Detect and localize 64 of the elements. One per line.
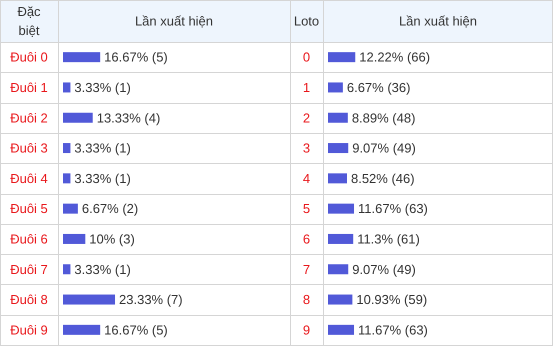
y-tick-label: 2 — [302, 110, 310, 126]
data-label: 16.67% (5) — [104, 50, 168, 65]
x-axis-title: Lần xuất hiện — [134, 14, 214, 28]
bar — [63, 204, 78, 214]
data-label: 3.33% (1) — [74, 262, 131, 277]
bar — [328, 82, 343, 92]
bar — [328, 294, 352, 305]
data-label: 8.89% (48) — [352, 110, 416, 126]
bar — [328, 324, 354, 335]
bar — [63, 294, 116, 305]
y-tick-label: Đuôi 7 — [10, 262, 48, 277]
bar — [63, 82, 70, 92]
data-label: 11.67% (63) — [358, 322, 428, 338]
y-tick-label: Đuôi 8 — [10, 292, 48, 308]
data-label: 9.07% (49) — [352, 262, 416, 277]
data-label: 8.52% (46) — [351, 170, 415, 186]
bar — [328, 264, 348, 274]
data-label: 23.33% (7) — [119, 292, 183, 308]
data-label: 12.22% (66) — [359, 50, 430, 65]
data-label: 6.67% (36) — [346, 80, 410, 95]
bar — [328, 112, 348, 123]
bar — [63, 324, 100, 335]
y-axis-title: Loto — [294, 14, 320, 28]
y-tick-label: Đuôi 3 — [10, 140, 48, 156]
bar — [63, 264, 70, 274]
data-label: 16.67% (5) — [104, 322, 168, 338]
bar — [328, 234, 354, 244]
y-axis-title: Đặc biệt — [17, 4, 42, 38]
y-tick-label: Đuôi 9 — [10, 322, 48, 338]
y-tick-label: 6 — [302, 231, 310, 246]
y-tick-label: Đuôi 4 — [10, 170, 48, 186]
data-label: 11.3% (61) — [357, 231, 420, 246]
y-tick-label: Đuôi 5 — [10, 201, 48, 216]
y-tick-label: 0 — [302, 50, 310, 65]
bar — [63, 143, 70, 154]
data-label: 11.67% (63) — [358, 201, 428, 216]
y-tick-label: 8 — [302, 292, 310, 308]
x-axis-title: Lần xuất hiện — [398, 14, 478, 28]
data-label: 3.33% (1) — [74, 170, 131, 186]
bar — [63, 52, 100, 62]
data-label: 13.33% (4) — [96, 110, 160, 126]
y-tick-label: 5 — [302, 201, 310, 216]
bar — [63, 112, 93, 123]
y-tick-label: 3 — [302, 140, 310, 156]
data-label: 9.07% (49) — [352, 140, 416, 156]
y-tick-label: Đuôi 2 — [10, 110, 48, 126]
data-label: 3.33% (1) — [74, 80, 131, 95]
y-tick-label: 7 — [302, 262, 310, 277]
y-tick-label: 1 — [302, 80, 310, 95]
data-label: 3.33% (1) — [74, 140, 131, 156]
data-label: 10.93% (59) — [356, 292, 428, 308]
data-label: 6.67% (2) — [82, 201, 138, 216]
y-tick-label: 9 — [302, 322, 310, 338]
y-tick-label: Đuôi 0 — [10, 50, 48, 65]
bar — [328, 204, 354, 214]
bar — [328, 173, 347, 184]
y-tick-label: Đuôi 1 — [10, 80, 48, 95]
bar — [63, 173, 70, 184]
bar — [328, 52, 356, 62]
y-tick-label: Đuôi 6 — [10, 231, 48, 246]
y-tick-label: 4 — [302, 170, 310, 186]
bar — [63, 234, 86, 244]
bar — [328, 143, 348, 154]
data-label: 10% (3) — [89, 231, 135, 246]
